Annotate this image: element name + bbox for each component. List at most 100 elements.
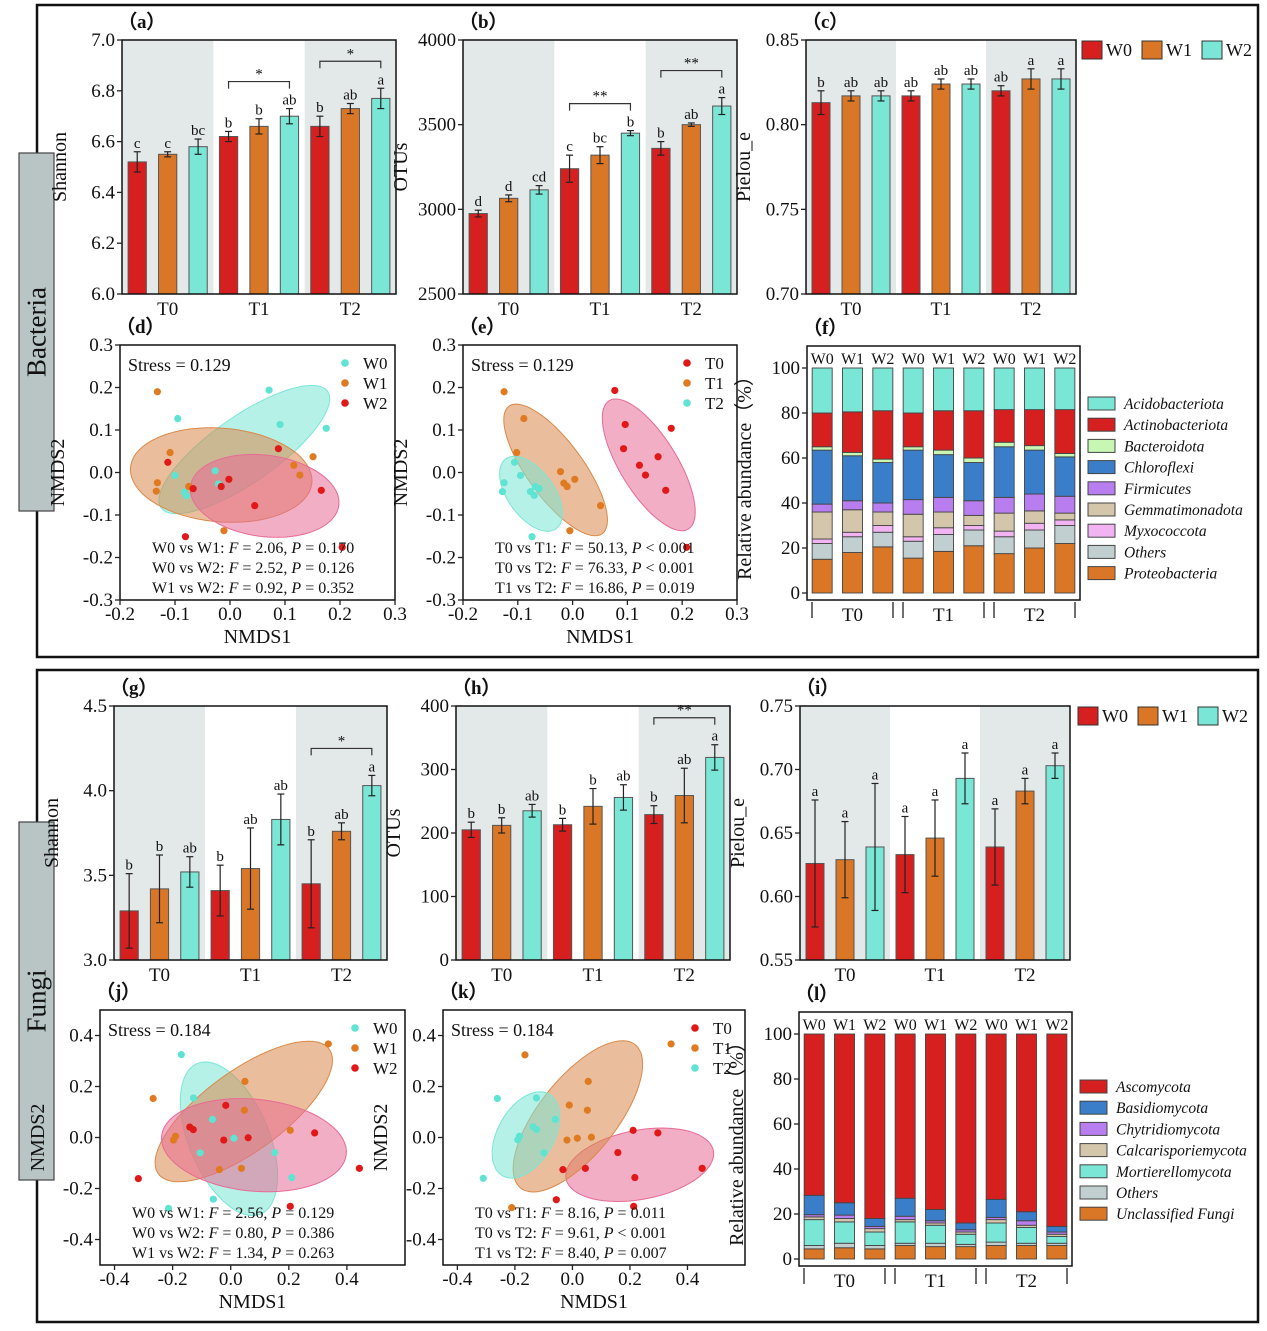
significance-letter: b xyxy=(817,75,825,91)
comparison-F: 50.13, xyxy=(588,540,628,557)
bar-T0-W1 xyxy=(158,153,178,295)
significance-letter: ab xyxy=(994,70,1008,86)
sample-point-W2 xyxy=(164,458,172,466)
y-tick-label: 200 xyxy=(421,823,450,844)
stack-segment-acidobacteriota xyxy=(1054,367,1076,411)
significance-letter: a xyxy=(1022,762,1029,778)
significance-letter: a xyxy=(842,806,849,822)
panel-l-stacked-bar-chart: W0 W1 W2 W0 W1 W2 W0 W1 W2 0 20 40 60 80 100 T0 T1 T2 Asco… xyxy=(725,982,1247,1292)
stack-segment-chloroflexi xyxy=(811,449,833,505)
legend-label: T2 xyxy=(713,1059,732,1078)
legend-label: W2 xyxy=(1222,706,1248,726)
y-tick-label: -0.2 xyxy=(426,548,456,569)
y-tick-label: 0.2 xyxy=(432,378,456,399)
comparison-F: 0.92, xyxy=(255,580,287,597)
x-tick-label: 0.3 xyxy=(383,604,407,625)
stack-segment-bacteroidota xyxy=(993,441,1015,448)
panel-label: （b） xyxy=(459,10,508,33)
stack-segment-myxococcota xyxy=(963,525,985,531)
sample-point-T1 xyxy=(584,1077,592,1085)
stack-segment-firmicutes xyxy=(811,503,833,513)
significance-letter: ab xyxy=(183,841,197,857)
comparison-F: 16.86, xyxy=(588,580,628,597)
legend-swatch xyxy=(1087,523,1116,538)
significance-letter: b xyxy=(307,824,315,840)
significance-letter: ab xyxy=(677,752,691,768)
significance-marker: ** xyxy=(593,89,608,105)
x-tick-label: 0.2 xyxy=(328,604,352,625)
bar-T2-W2 xyxy=(1051,78,1071,295)
stack-segment-myxococcota xyxy=(933,527,954,535)
panel-label: （i） xyxy=(796,676,839,699)
sample-point-W1 xyxy=(153,388,161,396)
bar-label: W2 xyxy=(1045,1017,1068,1034)
bar-label: W0 xyxy=(902,351,925,368)
x-group-label: T0 xyxy=(834,1271,855,1292)
legend-label: W1 xyxy=(1162,706,1188,726)
stack-segment-chloroflexi xyxy=(872,462,894,504)
sample-point-T0 xyxy=(654,453,662,461)
sample-point-T0 xyxy=(635,461,644,469)
significance-letter: b xyxy=(255,103,263,119)
y-tick-label: 3000 xyxy=(418,199,456,220)
stack-segment-calcarisporiemycota xyxy=(834,1218,855,1223)
permanova-result: T1 vs T2: F = 16.86, P = 0.019 xyxy=(495,580,695,597)
significance-letter: ab xyxy=(274,778,288,794)
legend-label: Basidiomycota xyxy=(1116,1100,1208,1117)
sample-point-W1 xyxy=(237,1164,246,1172)
bar-T2-W2 xyxy=(712,105,732,295)
sample-point-T2 xyxy=(500,479,508,487)
sample-point-W0 xyxy=(322,424,330,432)
legend-marker xyxy=(341,399,349,407)
y-axis-title: Relative abundance（%） xyxy=(725,1032,748,1246)
stack-segment-gemmatimonadota xyxy=(902,513,924,538)
panel-i-bar-chart: a a a a a a a a a 0.55 0.60 0.65 0.70 0.75 T0 T1 T2 （i） Pi… xyxy=(727,676,1071,986)
stack-segment-bacteroidota xyxy=(933,449,954,456)
comparison-P: 0.263 xyxy=(298,1245,334,1262)
significance-letter: cd xyxy=(532,170,547,186)
legend-swatch xyxy=(1087,438,1116,453)
significance-bracket xyxy=(660,69,723,78)
section-label: Bacteria xyxy=(22,287,52,377)
legend-label: Calcarisporiemycota xyxy=(1116,1143,1247,1160)
legend-swatch xyxy=(1087,502,1116,517)
x-tick-label: 0.4 xyxy=(676,1269,700,1290)
bar-label: W1 xyxy=(1023,351,1046,368)
sample-point-W2 xyxy=(222,1101,230,1109)
sample-point-T1 xyxy=(583,1106,591,1114)
stack-segment-unclassified-fungi xyxy=(1046,1245,1068,1260)
stack-segment-basidiomycota xyxy=(955,1222,977,1231)
sample-point-T0 xyxy=(667,424,675,432)
significance-letter: a xyxy=(368,759,375,775)
comparison-F: 1.34, xyxy=(235,1245,267,1262)
bar-label: W0 xyxy=(894,1017,917,1034)
bar-T1-W0 xyxy=(552,824,573,961)
y-tick-label: 60 xyxy=(781,448,800,469)
panel-g-bar-chart: b b ab b ab ab b ab a * 3.0 3.5 4.0 4.5 T0 T1 T2 （g） Shann… xyxy=(41,676,388,986)
legend-label: T1 xyxy=(705,374,724,393)
stack-segment-proteobacteria xyxy=(902,557,924,594)
bar-T0-W0 xyxy=(811,102,831,295)
stack-segment-proteobacteria xyxy=(933,550,954,594)
stack-segment-chytridiomycota xyxy=(894,1215,916,1221)
sample-point-T1 xyxy=(571,475,579,483)
permanova-result: T0 vs T2: F = 76.33, P < 0.001 xyxy=(495,560,695,577)
x-group-label: T0 xyxy=(149,965,170,986)
significance-letter: c xyxy=(164,136,171,152)
sample-point-W0 xyxy=(209,1195,217,1203)
stack-segment-others xyxy=(811,543,833,560)
bar-T1-W2 xyxy=(961,83,981,295)
stack-segment-gemmatimonadota xyxy=(872,511,894,526)
y-tick-label: 60 xyxy=(773,1114,792,1135)
bar-T0-W0 xyxy=(127,161,147,295)
bar-label: W1 xyxy=(833,1017,856,1034)
bar-T1-W0 xyxy=(218,136,239,295)
comparison-pair: T0 vs T1: xyxy=(475,1205,541,1222)
panel-label: （g） xyxy=(110,676,158,699)
x-group-label: T2 xyxy=(674,965,695,986)
y-tick-label: 4.5 xyxy=(83,696,107,717)
legend-label: Mortierellomycota xyxy=(1115,1164,1232,1181)
sample-point-W0 xyxy=(182,492,191,500)
